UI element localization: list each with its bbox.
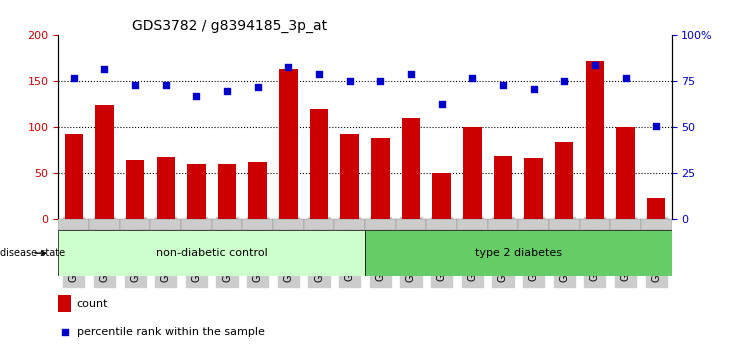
Point — [313, 71, 325, 77]
Bar — [371, 138, 390, 219]
Text: disease state: disease state — [0, 248, 65, 258]
Bar — [310, 109, 328, 219]
Text: type 2 diabetes: type 2 diabetes — [474, 248, 562, 258]
Bar — [585, 61, 604, 219]
Bar — [156, 157, 175, 219]
Bar — [126, 160, 145, 219]
Bar — [641, 219, 672, 230]
Bar — [463, 127, 482, 219]
FancyBboxPatch shape — [58, 230, 365, 276]
Point — [415, 209, 426, 215]
Bar — [457, 219, 488, 230]
Bar — [334, 219, 365, 230]
Bar — [64, 134, 83, 219]
Bar — [242, 219, 273, 230]
Bar — [396, 219, 426, 230]
Point — [99, 66, 110, 72]
Bar — [150, 219, 181, 230]
Point — [160, 82, 172, 88]
Bar — [488, 219, 518, 230]
Bar — [273, 219, 304, 230]
Point — [344, 79, 356, 84]
Bar — [432, 173, 451, 219]
Bar — [181, 219, 212, 230]
Bar — [610, 219, 641, 230]
Bar — [187, 164, 206, 219]
Bar — [493, 156, 512, 219]
Point — [528, 86, 539, 92]
Point — [650, 123, 662, 129]
Bar — [549, 219, 580, 230]
Bar — [95, 105, 114, 219]
Text: non-diabetic control: non-diabetic control — [155, 248, 268, 258]
Point — [252, 84, 264, 90]
Bar — [58, 295, 71, 312]
Bar — [89, 219, 120, 230]
Point — [589, 62, 601, 68]
Bar — [218, 164, 237, 219]
Point — [191, 93, 202, 99]
Point — [129, 82, 141, 88]
Text: percentile rank within the sample: percentile rank within the sample — [77, 327, 265, 337]
Point — [436, 101, 447, 106]
Bar — [426, 219, 457, 230]
Bar — [212, 219, 242, 230]
Bar — [555, 142, 574, 219]
Point — [558, 79, 570, 84]
Bar — [340, 134, 359, 219]
Point — [497, 82, 509, 88]
Bar — [279, 69, 298, 219]
Bar — [120, 219, 150, 230]
Bar — [580, 219, 610, 230]
Point — [405, 71, 417, 77]
Text: count: count — [77, 299, 108, 309]
Point — [68, 75, 80, 81]
Point — [221, 88, 233, 93]
Point — [620, 75, 631, 81]
Bar — [524, 158, 543, 219]
Bar — [304, 219, 334, 230]
Point — [283, 64, 294, 69]
Bar — [365, 219, 396, 230]
Bar — [647, 198, 666, 219]
Bar — [616, 126, 635, 219]
Bar — [248, 162, 267, 219]
Bar — [518, 219, 549, 230]
Bar — [58, 219, 89, 230]
Text: GDS3782 / g8394185_3p_at: GDS3782 / g8394185_3p_at — [132, 19, 327, 33]
Bar — [402, 118, 420, 219]
FancyBboxPatch shape — [365, 230, 672, 276]
Point — [466, 75, 478, 81]
Point — [374, 79, 386, 84]
